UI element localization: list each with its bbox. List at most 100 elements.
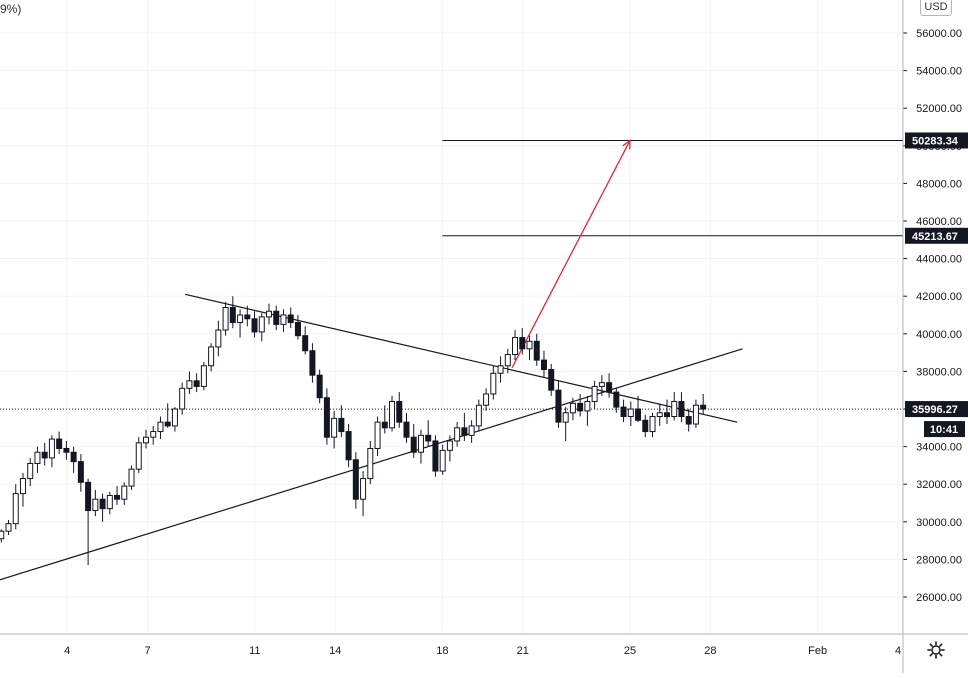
x-tick-label: 18 [436,645,448,657]
candle [280,309,287,332]
legend-fragment: 9%) [0,2,22,16]
candle [548,363,555,396]
candle [360,471,367,517]
y-tick-label: 38000.00 [916,366,962,378]
x-tick-label: 4 [64,645,70,657]
candle [316,369,323,404]
candle [338,405,345,438]
candle-body [294,322,301,337]
candle [584,395,591,426]
candle [193,373,200,393]
candle [454,422,461,447]
candle [403,412,410,443]
candle [678,392,685,423]
candle [504,348,511,374]
level-label-bg [905,132,968,149]
drawing-layer [0,139,903,581]
candle [562,407,569,441]
candle-body [678,400,685,418]
candle [121,482,128,505]
candle-body [85,481,92,512]
candle-body [367,447,374,480]
y-tick-label: 32000.00 [916,479,962,491]
candle-body [142,436,149,444]
candle [381,405,388,434]
candle [179,382,186,415]
candle-body [577,402,584,412]
candle [302,326,309,355]
candle [468,420,475,443]
candle [497,356,504,383]
last-price-label: 35996.27 [912,404,958,416]
candle [512,330,519,361]
candle [591,380,598,409]
candle [48,435,55,468]
gear-icon[interactable] [926,640,946,660]
candle-body [135,442,142,470]
candle-body [548,369,555,391]
candle [620,399,627,423]
candle-body [266,310,273,318]
candle [613,388,620,413]
candle-body [656,412,663,418]
candle [555,380,562,428]
candle [533,333,540,366]
candle-body [106,494,113,510]
candle [663,399,670,425]
candle-body [208,346,215,367]
candle-body [584,400,591,412]
candle [150,425,157,445]
candle [685,409,692,432]
candle [70,446,77,473]
candle-body [338,417,345,433]
y-tick-label: 26000.00 [916,592,962,604]
candle-body [63,447,70,453]
x-tick-label: 21 [517,645,529,657]
candle-layer [0,296,707,566]
candle-body [635,408,642,421]
y-tick-label: 56000.00 [916,28,962,40]
candle-body [396,400,403,423]
candle-body [562,412,569,423]
candle-body [389,400,396,429]
candle [229,296,236,329]
candle-body [12,493,19,525]
candle [331,410,338,449]
candle [374,416,381,456]
candle [323,388,330,445]
candle-body [649,416,656,433]
candle [294,315,301,340]
candle [606,373,613,398]
last-price-label-bg [905,401,968,418]
candle [77,454,84,492]
candle [569,397,576,421]
candle-body [273,310,280,325]
x-tick-label: Feb [808,645,827,657]
candle-body [121,485,128,500]
y-tick-label: 30000.00 [916,517,962,529]
candle-body [671,400,678,418]
candle-body [483,393,490,406]
candle-body [150,431,157,438]
candle-body [425,434,432,442]
candle-body [215,329,222,348]
candle-body [360,478,367,500]
candle [128,465,135,490]
candle-body [620,406,627,418]
candle [142,429,149,449]
currency-badge[interactable]: USD [920,0,952,16]
candle-body [114,494,121,500]
candle-body [251,318,258,333]
y-tick-label: 54000.00 [916,66,962,78]
candle-body [598,382,605,387]
candle [519,328,526,355]
candle-body [700,404,707,410]
candle-body [606,382,613,393]
candle [266,303,273,325]
candle [432,435,439,477]
candle [258,313,265,342]
candle-body [258,316,265,333]
